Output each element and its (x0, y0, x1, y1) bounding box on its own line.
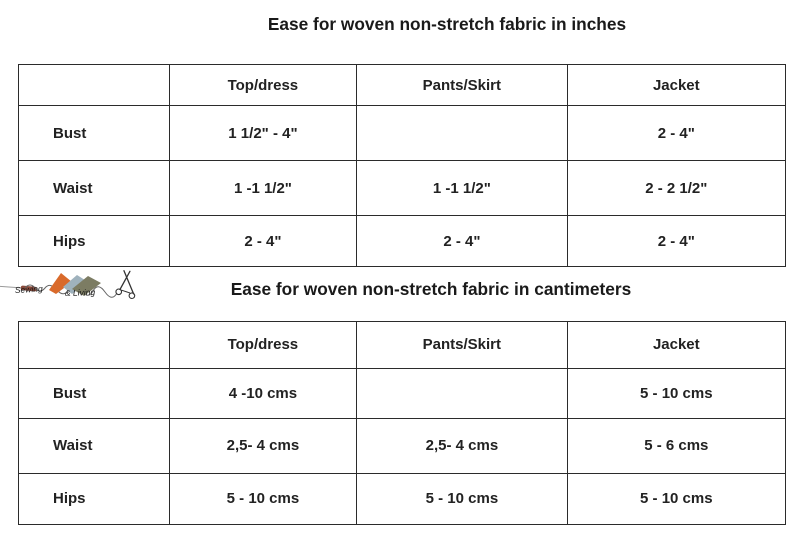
svg-text:& Living: & Living (65, 287, 96, 298)
svg-text:Sewing: Sewing (15, 284, 44, 295)
